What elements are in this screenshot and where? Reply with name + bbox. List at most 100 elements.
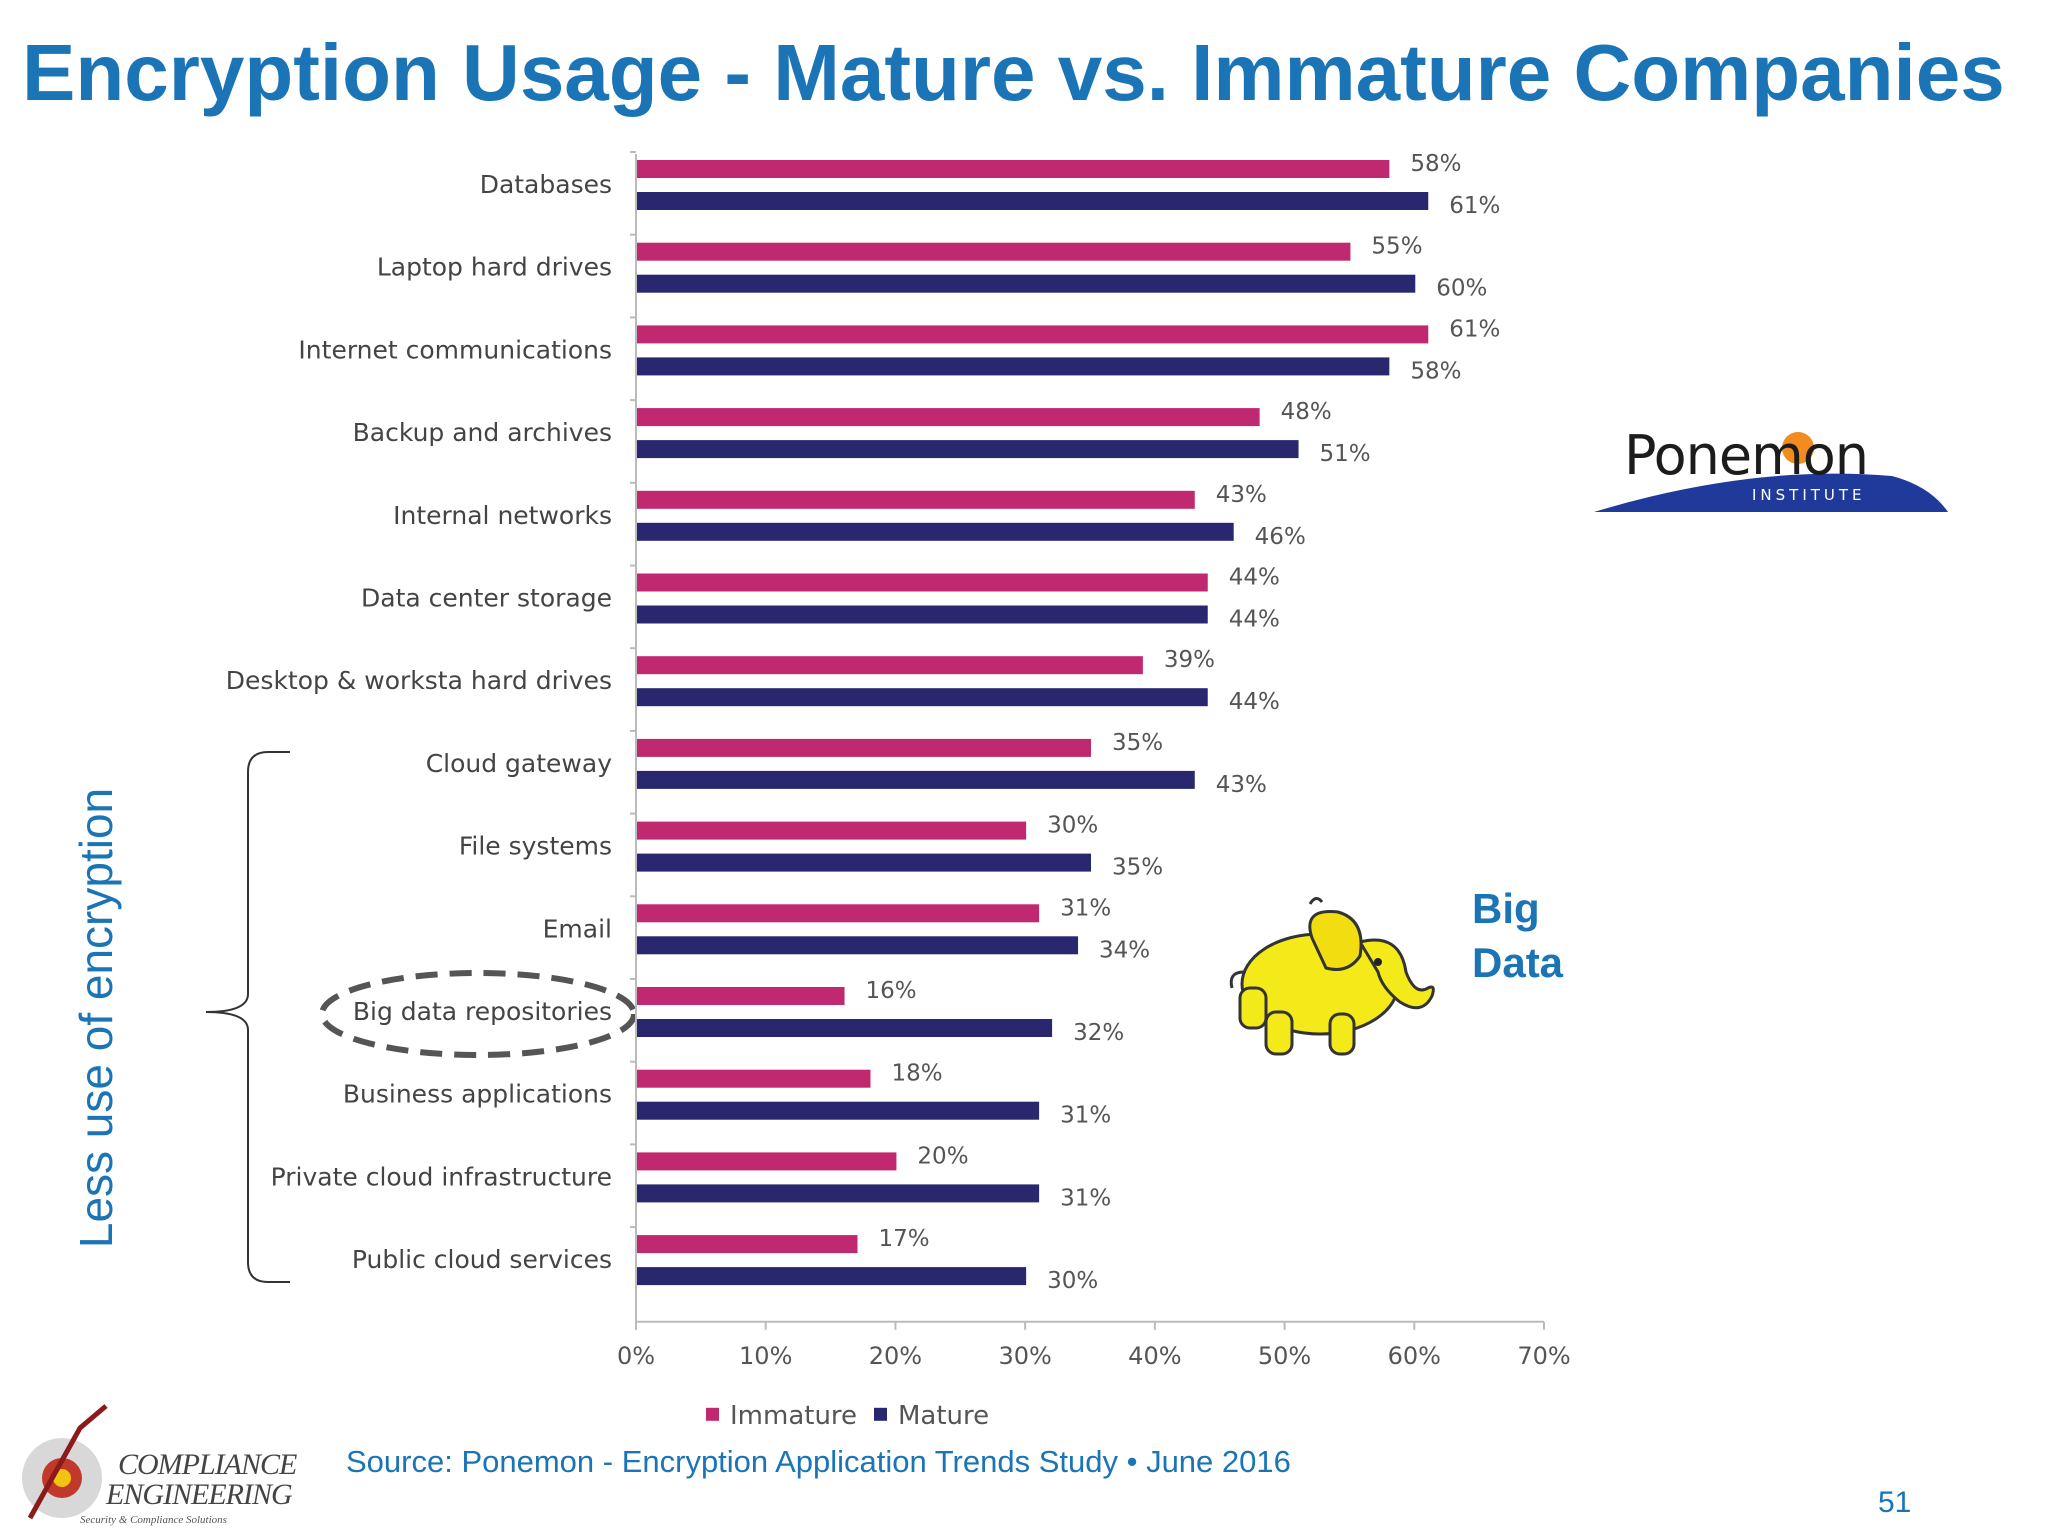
data-label: 31% [1060, 1185, 1111, 1211]
data-label: 58% [1410, 151, 1461, 177]
data-label: 43% [1216, 482, 1267, 508]
data-label: 43% [1216, 772, 1267, 798]
ponemon-wordmark: Ponemon [1624, 424, 1869, 487]
data-label: 51% [1320, 441, 1371, 467]
data-label: 31% [1060, 895, 1111, 921]
data-label: 44% [1229, 565, 1280, 591]
ce-logo-line1: COMPLIANCE [118, 1448, 297, 1481]
data-label: 31% [1060, 1103, 1111, 1129]
x-tick-label: 50% [1258, 1342, 1311, 1370]
bar-immature [637, 1152, 897, 1171]
x-tick-label: 60% [1388, 1342, 1441, 1370]
legend-swatch-mature [874, 1407, 887, 1421]
data-label: 61% [1449, 193, 1500, 219]
category-label: Email [543, 914, 612, 943]
big-data-annotation: Big Data [1472, 885, 1564, 986]
less-use-of-encryption-label: Less use of encryption [70, 787, 122, 1249]
bar-immature [637, 1235, 858, 1254]
ponemon-sun-icon [1782, 432, 1814, 464]
ponemon-institute-subtitle: INSTITUTE [1752, 486, 1866, 504]
bar-immature [637, 738, 1091, 757]
data-label: 35% [1112, 730, 1163, 756]
bar-mature [637, 770, 1195, 789]
bar-mature [637, 605, 1208, 624]
bar-immature [637, 325, 1429, 344]
bar-mature [637, 936, 1079, 955]
category-label: Private cloud infrastructure [271, 1162, 612, 1191]
bar-mature [637, 274, 1416, 293]
data-label: 30% [1047, 813, 1098, 839]
bar-mature [637, 357, 1390, 376]
category-label: Cloud gateway [426, 749, 612, 778]
bar-immature [637, 904, 1040, 923]
bar-mature [637, 192, 1429, 210]
source-citation: Source: Ponemon - Encryption Application… [346, 1444, 1291, 1479]
x-tick-label: 0% [617, 1342, 655, 1370]
x-tick-label: 10% [739, 1342, 792, 1370]
data-label: 44% [1229, 607, 1280, 633]
ponemon-swoosh-icon [1594, 473, 1948, 512]
compliance-engineering-logo: COMPLIANCE ENGINEERING Security & Compli… [10, 1398, 297, 1532]
bar-mature [637, 1019, 1053, 1037]
category-label: Databases [480, 170, 612, 199]
bar-immature [637, 656, 1143, 675]
category-label: Backup and archives [353, 418, 612, 447]
category-label: Internet communications [298, 335, 612, 364]
data-label: 58% [1410, 358, 1461, 384]
bar-mature [637, 688, 1208, 707]
data-label: 30% [1047, 1268, 1098, 1294]
data-label: 18% [891, 1061, 942, 1087]
bar-immature [637, 408, 1260, 427]
category-label: Business applications [343, 1080, 612, 1109]
bar-immature [637, 1069, 871, 1088]
data-label: 46% [1255, 524, 1306, 550]
data-label: 34% [1099, 937, 1150, 963]
bar-immature [637, 821, 1027, 840]
category-label: Internal networks [393, 501, 612, 530]
data-label: 32% [1073, 1020, 1124, 1046]
data-label: 39% [1164, 647, 1215, 673]
bar-immature [637, 242, 1351, 261]
ce-logo-line2: ENGINEERING [106, 1478, 293, 1511]
ce-logo-line3: Security & Compliance Solutions [80, 1514, 227, 1526]
category-label: File systems [459, 832, 612, 861]
bar-mature [637, 853, 1091, 872]
page-number: 51 [1878, 1486, 1912, 1519]
bar-immature [637, 573, 1208, 592]
bar-immature [637, 490, 1195, 509]
data-label: 60% [1436, 276, 1487, 302]
bar-mature [637, 1267, 1027, 1286]
legend-label-mature: Mature [898, 1401, 989, 1431]
hadoop-elephant-icon [1229, 897, 1435, 1056]
x-tick-label: 20% [869, 1342, 922, 1370]
bar-immature [637, 987, 845, 1005]
bar-immature [637, 160, 1390, 178]
ponemon-institute-logo: Ponemon INSTITUTE [1592, 420, 1952, 520]
category-label: Desktop & worksta hard drives [226, 666, 612, 695]
legend-swatch-immature [706, 1407, 719, 1421]
data-label: 35% [1112, 855, 1163, 881]
bar-mature [637, 522, 1234, 541]
category-label: Data center storage [361, 584, 612, 613]
x-tick-label: 30% [998, 1342, 1051, 1370]
data-label: 55% [1371, 234, 1422, 260]
category-label: Big data repositories [353, 997, 612, 1026]
data-label: 17% [879, 1226, 930, 1252]
category-label: Public cloud services [352, 1245, 612, 1274]
bar-mature [637, 440, 1299, 459]
category-label: Laptop hard drives [377, 253, 612, 282]
slide-title: Encryption Usage - Mature vs. Immature C… [22, 28, 2005, 117]
data-label: 48% [1281, 399, 1332, 425]
x-tick-label: 70% [1517, 1342, 1570, 1370]
curly-brace [205, 751, 290, 1283]
data-label: 20% [917, 1143, 968, 1169]
bar-mature [637, 1184, 1040, 1203]
dashed-ellipse-highlight [319, 970, 637, 1058]
data-label: 44% [1229, 689, 1280, 715]
data-label: 61% [1449, 316, 1500, 342]
bar-mature [637, 1101, 1040, 1120]
x-tick-label: 40% [1128, 1342, 1181, 1370]
data-label: 16% [866, 978, 917, 1004]
legend-label-immature: Immature [730, 1401, 857, 1431]
